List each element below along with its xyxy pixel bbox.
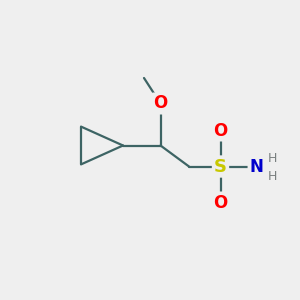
Text: H: H	[267, 152, 277, 165]
Text: H: H	[267, 170, 277, 183]
Text: O: O	[213, 122, 228, 140]
Text: O: O	[153, 94, 168, 112]
Text: S: S	[214, 158, 227, 175]
Text: N: N	[250, 158, 263, 175]
Text: O: O	[213, 194, 228, 211]
